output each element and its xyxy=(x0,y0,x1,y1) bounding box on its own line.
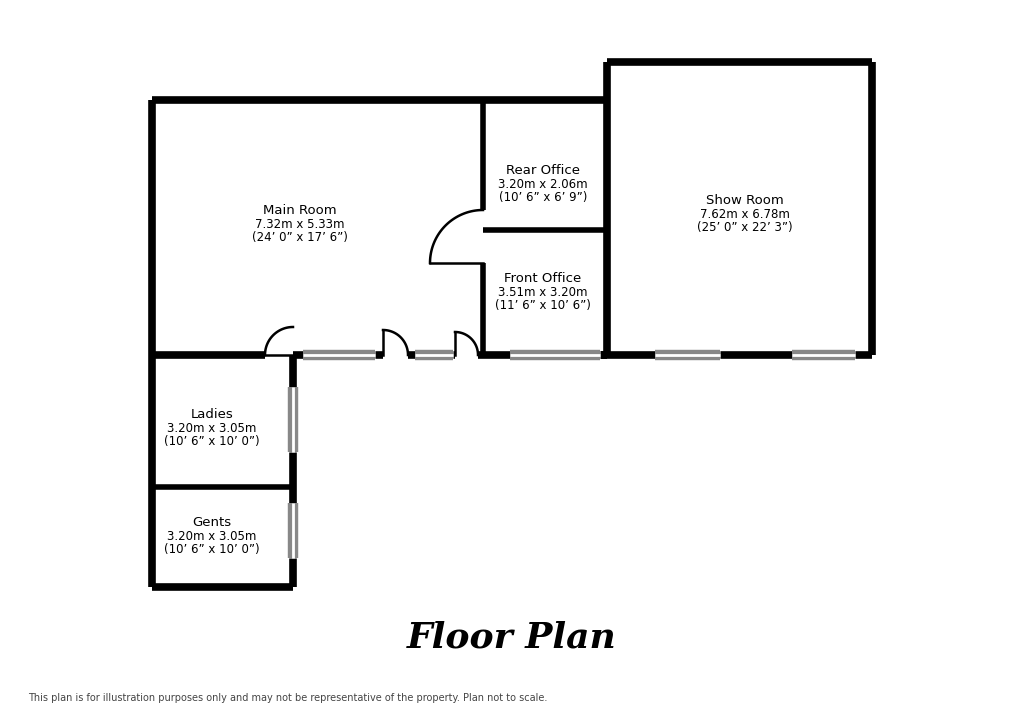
Text: (10’ 6” x 10’ 0”): (10’ 6” x 10’ 0”) xyxy=(164,435,260,448)
Text: 3.20m x 3.05m: 3.20m x 3.05m xyxy=(167,530,257,543)
Text: Ladies: Ladies xyxy=(190,409,233,422)
Text: 7.32m x 5.33m: 7.32m x 5.33m xyxy=(255,218,345,231)
Text: Rear Office: Rear Office xyxy=(506,163,580,177)
Text: (25’ 0” x 22’ 3”): (25’ 0” x 22’ 3”) xyxy=(697,221,793,233)
Text: Show Room: Show Room xyxy=(707,193,784,206)
Text: 3.20m x 3.05m: 3.20m x 3.05m xyxy=(167,422,257,435)
Text: 3.20m x 2.06m: 3.20m x 2.06m xyxy=(499,178,588,190)
Bar xyxy=(152,355,293,487)
Text: This plan is for illustration purposes only and may not be representative of the: This plan is for illustration purposes o… xyxy=(28,693,548,703)
Text: (10’ 6” x 6’ 9”): (10’ 6” x 6’ 9”) xyxy=(499,190,587,203)
Text: (10’ 6” x 10’ 0”): (10’ 6” x 10’ 0”) xyxy=(164,543,260,556)
Text: Gents: Gents xyxy=(193,516,231,528)
Bar xyxy=(152,487,293,587)
Text: Main Room: Main Room xyxy=(263,203,337,216)
Text: 7.62m x 6.78m: 7.62m x 6.78m xyxy=(700,208,790,221)
Text: 3.51m x 3.20m: 3.51m x 3.20m xyxy=(499,286,588,299)
Text: (11’ 6” x 10’ 6”): (11’ 6” x 10’ 6”) xyxy=(495,299,591,311)
Bar xyxy=(152,100,500,355)
Text: Front Office: Front Office xyxy=(505,271,582,284)
Text: (24’ 0” x 17’ 6”): (24’ 0” x 17’ 6”) xyxy=(252,231,348,243)
Bar xyxy=(607,62,872,355)
Text: Floor Plan: Floor Plan xyxy=(408,621,616,655)
